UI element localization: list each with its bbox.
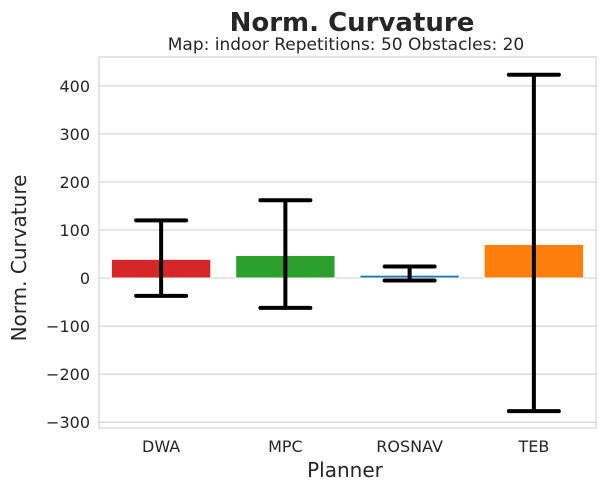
y-tick-label: −300 [46,413,90,432]
y-tick-label: 400 [59,77,90,96]
x-tick-label: TEB [517,437,549,456]
x-tick-label: MPC [268,437,303,456]
error-bars [134,72,561,414]
chart-subtitle: Map: indoor Repetitions: 50 Obstacles: 2… [168,35,525,55]
y-tick-label: −100 [46,317,90,336]
bars [110,243,585,279]
y-tick-label: −200 [46,365,90,384]
x-tick-labels: DWA MPC ROSNAV TEB [142,437,549,456]
x-tick-label: ROSNAV [376,437,443,456]
x-axis-label: Planner [307,458,384,482]
chart-title: Norm. Curvature [230,8,475,38]
y-tick-label: 0 [80,269,90,288]
y-tick-label: 300 [59,125,90,144]
x-tick-label: DWA [142,437,180,456]
y-axis-label: Norm. Curvature [7,175,31,342]
plot-frame [98,56,597,429]
y-tick-label: 200 [59,173,90,192]
y-tick-labels: −300 −200 −100 0 100 200 300 400 [46,77,90,432]
y-tick-label: 100 [59,221,90,240]
